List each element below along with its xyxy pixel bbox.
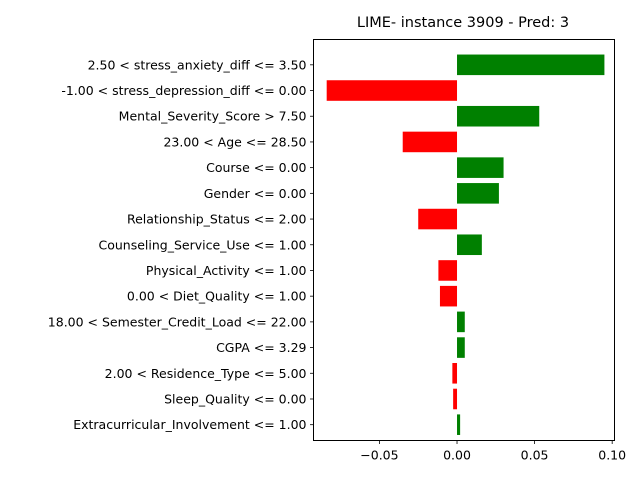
bar-7 [457,234,482,256]
bar-3 [402,131,458,153]
y-tick-label: 23.00 < Age <= 28.50 [163,134,306,149]
bar-10 [457,311,465,333]
bar-4 [457,157,504,178]
bar-8 [438,260,458,281]
y-tick-label: Counseling_Service_Use <= 1.00 [98,237,306,252]
y-tick-label: CGPA <= 3.29 [216,340,306,355]
chart-title: LIME- instance 3909 - Pred: 3 [357,15,569,31]
y-tick-label: Sleep_Quality <= 0.00 [164,391,306,406]
y-tick-label: 2.50 < stress_anxiety_diff <= 3.50 [88,57,307,72]
x-tick-label: −0.05 [360,448,398,463]
y-tick-label: 0.00 < Diet_Quality <= 1.00 [127,289,307,304]
bar-2 [457,105,540,127]
bars-group [326,54,605,435]
y-tick-labels: 2.50 < stress_anxiety_diff <= 3.50 -1.00 … [48,57,314,432]
bar-14 [457,414,461,435]
y-tick-label: Gender <= 0.00 [204,186,307,201]
x-tick-label: 0.05 [521,448,549,463]
bar-11 [457,337,465,358]
y-tick-label: 2.00 < Residence_Type <= 5.00 [105,366,307,381]
x-axis: −0.05 0.00 0.05 0.10 [360,440,626,463]
bar-6 [418,208,458,230]
y-tick-label: Physical_Activity <= 1.00 [146,263,307,278]
plot-frame [313,39,615,441]
y-tick-label: -1.00 < stress_depression_diff <= 0.00 [61,83,306,98]
bar-9 [439,285,458,307]
y-tick-label: Course <= 0.00 [206,160,306,175]
y-tick-label: 18.00 < Semester_Credit_Load <= 22.00 [48,314,307,329]
x-tick-label: 0.00 [443,448,471,463]
bar-1 [326,80,458,101]
bar-12 [452,362,458,384]
bar-0 [457,54,605,76]
y-tick-label: Mental_Severity_Score > 7.50 [119,109,307,124]
bar-5 [457,183,499,204]
bar-13 [453,388,458,410]
y-tick-label: Relationship_Status <= 2.00 [127,212,307,227]
x-tick-label: 0.10 [598,448,626,463]
y-tick-label: Extracurricular_Involvement <= 1.00 [73,417,306,432]
